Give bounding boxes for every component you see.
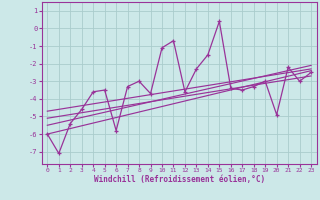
X-axis label: Windchill (Refroidissement éolien,°C): Windchill (Refroidissement éolien,°C) (94, 175, 265, 184)
